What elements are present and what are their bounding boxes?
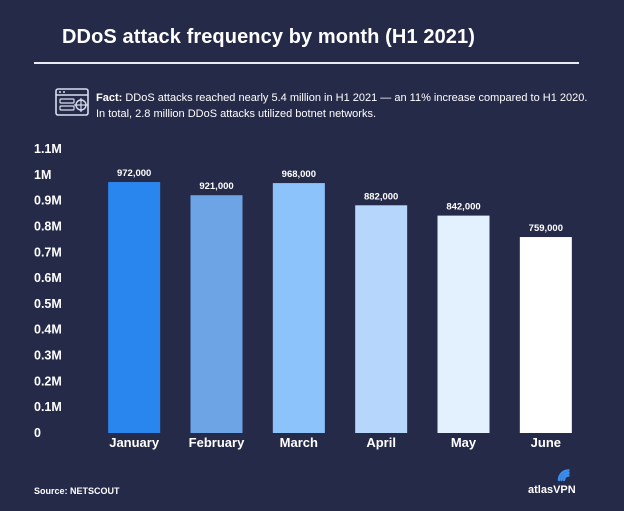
y-tick-label: 0.6M	[34, 271, 62, 285]
bar-value-label: 882,000	[364, 191, 398, 202]
bar-value-label: 972,000	[117, 168, 151, 179]
server-attack-icon	[55, 88, 89, 116]
title-divider	[34, 62, 579, 64]
bar-value-label: 921,000	[199, 181, 233, 192]
x-category-label: May	[451, 435, 477, 450]
bar-value-label: 968,000	[282, 169, 316, 180]
y-tick-label: 0.7M	[34, 245, 62, 259]
y-tick-label: 0.2M	[34, 374, 62, 388]
bar	[108, 182, 161, 433]
bar-chart: 0 0.1M 0.2M 0.3M 0.4M 0.5M 0.6M 0.7M 0.8M 0.9M 1M 1…	[34, 142, 572, 450]
bar	[355, 205, 408, 433]
fact-text: DDoS attacks reached nearly 5.4 million …	[96, 92, 588, 120]
y-tick-label: 0.9M	[34, 194, 62, 208]
bar	[519, 237, 572, 433]
y-tick-label: 0.3M	[34, 349, 62, 363]
x-category-label: February	[189, 435, 245, 450]
fact-label: Fact:	[96, 92, 123, 104]
source-note: Source: NETSCOUT	[34, 486, 120, 496]
x-category-label: April	[366, 435, 396, 450]
y-tick-label: 0.1M	[34, 400, 62, 414]
bar-value-label: 759,000	[529, 223, 563, 234]
bar	[437, 215, 490, 433]
brand-logo: atlasVPN	[528, 460, 600, 500]
x-category-label: January	[109, 435, 160, 450]
brand-name: atlasVPN	[528, 484, 576, 496]
bar	[190, 195, 243, 433]
y-tick-label: 1M	[34, 168, 51, 182]
y-tick-label: 0.4M	[34, 323, 62, 337]
x-category-label: March	[280, 435, 318, 450]
chart-title: DDoS attack frequency by month (H1 2021)	[62, 26, 475, 48]
bar	[272, 183, 325, 433]
fact-note: Fact: DDoS attacks reached nearly 5.4 mi…	[96, 90, 596, 122]
atlasvpn-logo-icon	[557, 469, 570, 482]
y-tick-label: 0.5M	[34, 297, 62, 311]
y-tick-label: 1.1M	[34, 142, 62, 156]
bar-value-label: 842,000	[446, 202, 480, 213]
x-category-label: June	[531, 435, 561, 450]
y-tick-label: 0	[34, 426, 41, 440]
y-tick-label: 0.8M	[34, 219, 62, 233]
